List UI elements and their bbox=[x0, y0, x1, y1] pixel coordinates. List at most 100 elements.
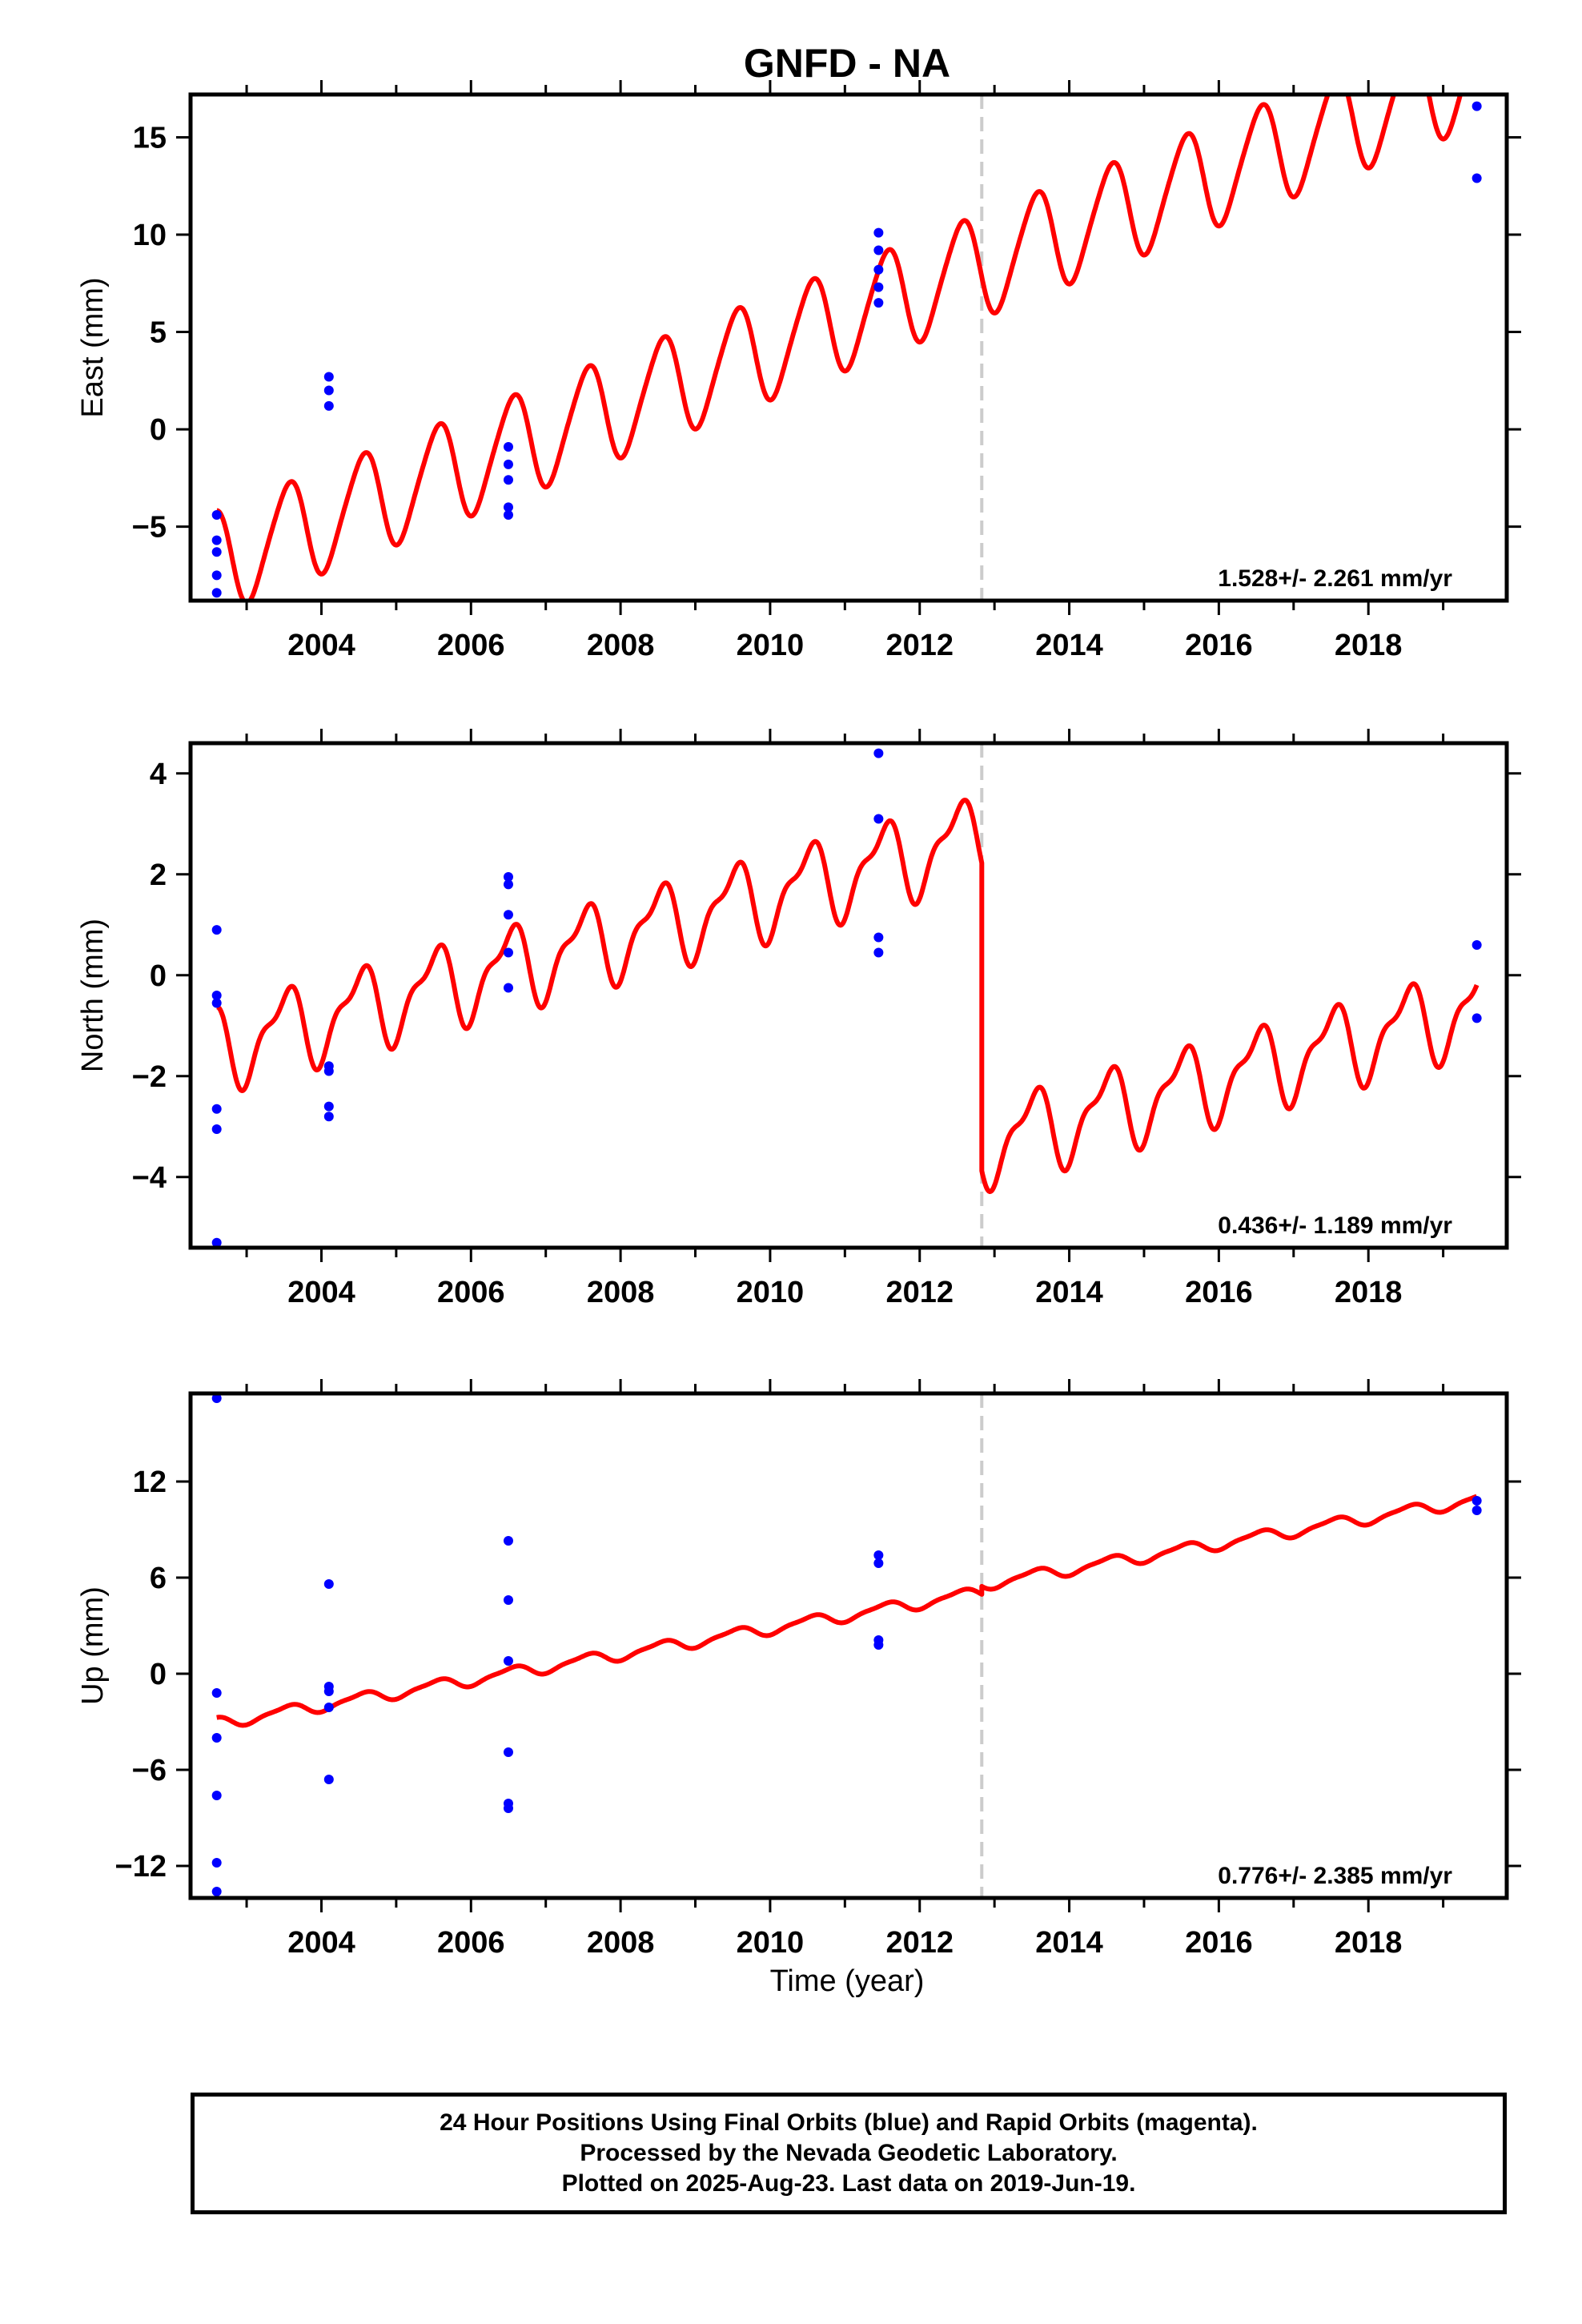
y-tick-label: 0 bbox=[150, 413, 167, 447]
caption-box: 24 Hour Positions Using Final Orbits (bl… bbox=[191, 2093, 1507, 2214]
data-point bbox=[503, 871, 513, 882]
data-point bbox=[503, 502, 513, 513]
caption-line-3: Plotted on 2025-Aug-23. Last data on 201… bbox=[561, 2170, 1136, 2197]
x-tick-label: 2012 bbox=[885, 629, 954, 662]
y-tick-label: −2 bbox=[132, 1060, 167, 1094]
data-point bbox=[873, 748, 884, 758]
data-point bbox=[503, 1747, 513, 1757]
x-tick-label: 2006 bbox=[437, 629, 505, 662]
data-point bbox=[503, 1803, 513, 1813]
data-point bbox=[1472, 1506, 1482, 1515]
data-point bbox=[323, 1112, 334, 1122]
data-point bbox=[211, 1393, 222, 1403]
data-point bbox=[503, 910, 513, 920]
panel-up: 2004 2006 2008 2010 2012 2014 2016 2018 −12 −6 0 6 1… bbox=[76, 1379, 1521, 1960]
x-tick-label: 2004 bbox=[287, 629, 355, 662]
data-point bbox=[211, 991, 222, 1000]
x-tick-label: 2010 bbox=[737, 629, 805, 662]
x-tick-label: 2008 bbox=[587, 1276, 655, 1309]
x-tick-label: 2014 bbox=[1035, 629, 1103, 662]
data-point bbox=[503, 1595, 513, 1605]
data-point bbox=[211, 510, 222, 521]
data-point bbox=[211, 1887, 222, 1896]
data-point bbox=[211, 535, 222, 545]
data-point bbox=[323, 1101, 334, 1112]
x-tick-label: 2018 bbox=[1335, 1926, 1403, 1960]
data-point bbox=[211, 1858, 222, 1868]
data-point bbox=[211, 998, 222, 1008]
data-point bbox=[211, 1733, 222, 1743]
data-point bbox=[503, 441, 513, 452]
x-axis-label: Time (year) bbox=[770, 1964, 925, 1998]
data-point bbox=[211, 1237, 222, 1248]
data-point bbox=[1472, 101, 1482, 111]
y-tick-label: 2 bbox=[150, 858, 167, 892]
data-point bbox=[323, 1579, 334, 1589]
y-tick-label: 5 bbox=[150, 316, 167, 350]
data-point bbox=[873, 282, 884, 292]
data-point bbox=[873, 264, 884, 275]
panel-east: 2004 2006 2008 2010 2012 2014 2016 2018 −5 0 5 10 15… bbox=[76, 80, 1521, 662]
data-point bbox=[503, 983, 513, 993]
data-point bbox=[873, 298, 884, 308]
y-axis-label: Up (mm) bbox=[76, 1586, 110, 1705]
x-tick-label: 2004 bbox=[287, 1926, 355, 1960]
data-point bbox=[211, 1791, 222, 1800]
y-tick-label: 4 bbox=[150, 758, 167, 791]
x-tick-label: 2010 bbox=[737, 1926, 805, 1960]
data-point bbox=[323, 400, 334, 411]
x-tick-label: 2018 bbox=[1335, 1276, 1403, 1309]
data-point bbox=[873, 1640, 884, 1650]
x-tick-label: 2004 bbox=[287, 1276, 355, 1309]
data-point bbox=[211, 588, 222, 598]
model-curve bbox=[215, 1494, 1479, 1728]
y-tick-label: 0 bbox=[150, 1658, 167, 1691]
data-point bbox=[1472, 173, 1482, 183]
data-point bbox=[503, 459, 513, 469]
y-tick-label: 6 bbox=[150, 1562, 167, 1595]
model-curve bbox=[215, 94, 1464, 601]
x-tick-label: 2016 bbox=[1185, 1926, 1253, 1960]
data-point bbox=[323, 1687, 334, 1696]
data-point bbox=[873, 227, 884, 238]
y-axis-label: East (mm) bbox=[76, 277, 110, 417]
y-tick-label: −6 bbox=[132, 1754, 167, 1787]
data-point bbox=[873, 1558, 884, 1568]
data-point bbox=[211, 1104, 222, 1114]
x-tick-label: 2016 bbox=[1185, 629, 1253, 662]
y-tick-label: 12 bbox=[133, 1466, 167, 1499]
data-point bbox=[211, 925, 222, 935]
model-curve bbox=[215, 798, 1480, 1194]
panel-frame bbox=[188, 1391, 1509, 1900]
panel-frame bbox=[188, 741, 1509, 1250]
rate-label: 0.436+/- 1.189 mm/yr bbox=[1218, 1212, 1452, 1239]
rate-label: 0.776+/- 2.385 mm/yr bbox=[1218, 1863, 1452, 1889]
x-tick-label: 2016 bbox=[1185, 1276, 1253, 1309]
data-point bbox=[503, 475, 513, 485]
data-point bbox=[503, 1656, 513, 1666]
y-tick-label: 0 bbox=[150, 959, 167, 993]
panel-frame bbox=[188, 92, 1509, 603]
x-tick-label: 2014 bbox=[1035, 1926, 1103, 1960]
data-point bbox=[211, 1124, 222, 1134]
rate-label: 1.528+/- 2.261 mm/yr bbox=[1218, 565, 1452, 592]
x-tick-label: 2010 bbox=[737, 1276, 805, 1309]
data-point bbox=[323, 385, 334, 396]
data-point bbox=[323, 1066, 334, 1076]
caption-line-2: Processed by the Nevada Geodetic Laborat… bbox=[580, 2140, 1118, 2166]
data-point bbox=[503, 1536, 513, 1546]
y-tick-label: −5 bbox=[132, 511, 167, 545]
y-axis-label: North (mm) bbox=[76, 919, 110, 1072]
x-tick-label: 2018 bbox=[1335, 629, 1403, 662]
data-point bbox=[873, 245, 884, 255]
y-tick-label: 15 bbox=[133, 121, 167, 155]
x-tick-label: 2006 bbox=[437, 1926, 505, 1960]
x-tick-label: 2008 bbox=[587, 1926, 655, 1960]
caption-line-1: 24 Hour Positions Using Final Orbits (bl… bbox=[440, 2109, 1258, 2136]
data-point bbox=[1472, 940, 1482, 950]
data-point bbox=[323, 1703, 334, 1712]
x-tick-label: 2008 bbox=[587, 629, 655, 662]
y-tick-label: −12 bbox=[115, 1850, 167, 1884]
data-point bbox=[873, 814, 884, 824]
